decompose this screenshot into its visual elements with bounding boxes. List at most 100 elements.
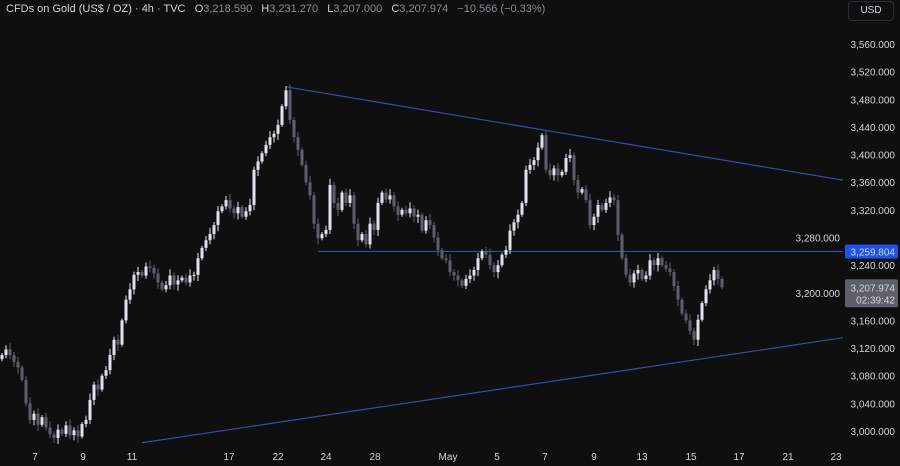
candle — [284, 86, 288, 110]
candle-body — [136, 272, 140, 275]
candle-body — [464, 278, 468, 286]
candle — [16, 356, 20, 374]
candle — [524, 165, 528, 207]
candle — [244, 207, 248, 220]
candle-body — [164, 285, 168, 290]
candle-body — [496, 265, 500, 273]
candle-body — [540, 135, 544, 148]
candle-body — [328, 184, 332, 230]
candle-body — [692, 330, 696, 340]
candle — [360, 231, 364, 243]
candle-body — [84, 419, 88, 425]
change-value: −10.566 (−0.33%) — [457, 3, 546, 15]
time-axis[interactable]: 7 9 11 17 22 24 28 May 5 7 9 13 15 17 21 23 — [32, 452, 842, 463]
candle-body — [644, 275, 648, 279]
candle — [604, 198, 608, 213]
candle — [112, 336, 116, 361]
candle-body — [672, 272, 676, 286]
candle — [584, 184, 588, 204]
candle — [648, 254, 652, 280]
candle — [364, 229, 368, 248]
candle-body — [648, 260, 652, 276]
candle-body — [480, 251, 484, 259]
candle — [268, 131, 272, 150]
low-value: 3,207.000 — [333, 3, 383, 15]
candle — [56, 424, 60, 445]
close-value: 3,207.974 — [399, 3, 449, 15]
candle-body — [80, 424, 84, 437]
candle-body — [284, 90, 288, 107]
candle-body — [28, 403, 32, 420]
price-tick-label: 3,240.000 — [851, 261, 896, 272]
candle-body — [128, 289, 132, 300]
candle — [676, 280, 680, 306]
candle — [528, 158, 532, 174]
candle-body — [708, 280, 712, 290]
candle-body — [604, 202, 608, 210]
candle — [92, 381, 96, 406]
price-tick-label: 3,360.000 — [851, 178, 896, 189]
time-tick-label: 28 — [369, 452, 381, 463]
candle — [636, 264, 640, 280]
price-tick-label: 3,280.000 — [796, 233, 841, 244]
candle-body — [408, 208, 412, 214]
candle-body — [380, 192, 384, 203]
candle — [692, 327, 696, 345]
candle — [476, 253, 480, 277]
time-tick-label: 23 — [830, 452, 842, 463]
candle — [536, 142, 540, 167]
currency-button[interactable]: USD — [848, 1, 894, 21]
candle — [192, 271, 196, 281]
candle-body — [16, 361, 20, 368]
candle-body — [420, 214, 424, 231]
candle-body — [404, 209, 408, 214]
candle-body — [520, 202, 524, 215]
candle — [148, 260, 152, 273]
candle-body — [560, 171, 564, 176]
candle — [4, 345, 8, 359]
candle — [240, 205, 244, 219]
candle — [324, 225, 328, 238]
candle-body — [348, 195, 352, 203]
candle — [408, 202, 412, 218]
candle-body — [500, 254, 504, 266]
candle-body — [684, 313, 688, 321]
candle — [548, 163, 552, 180]
candle — [392, 192, 396, 212]
price-axis[interactable]: 3,000.000 3,040.000 3,080.000 3,120.000 3,16… — [796, 40, 896, 438]
candle — [252, 166, 256, 211]
candle — [420, 212, 424, 233]
candle-body — [564, 158, 568, 172]
candle-body — [528, 164, 532, 170]
candle — [32, 410, 36, 426]
candle — [28, 397, 32, 425]
candle — [616, 194, 620, 241]
candle-body — [12, 354, 16, 362]
candle-body — [680, 299, 684, 314]
candle — [220, 204, 224, 214]
candle-body — [116, 339, 120, 345]
candle-body — [120, 320, 124, 345]
candle-body — [476, 258, 480, 270]
candle — [0, 352, 4, 362]
candle-body — [616, 200, 620, 235]
candle-body — [292, 120, 296, 138]
candle-body — [376, 202, 380, 230]
candle-body — [512, 222, 516, 231]
candle-body — [332, 184, 336, 203]
candle — [612, 194, 616, 206]
candle — [300, 147, 304, 167]
candle-body — [40, 417, 44, 425]
candle — [200, 245, 204, 261]
candle-body — [676, 285, 680, 300]
candle — [260, 151, 264, 164]
candle — [168, 269, 172, 290]
candle — [124, 295, 128, 324]
candle — [708, 274, 712, 294]
candle — [96, 379, 100, 396]
candle — [716, 264, 720, 286]
candle-body — [344, 192, 348, 203]
candle-body — [236, 207, 240, 214]
time-tick-label: 11 — [127, 452, 138, 463]
